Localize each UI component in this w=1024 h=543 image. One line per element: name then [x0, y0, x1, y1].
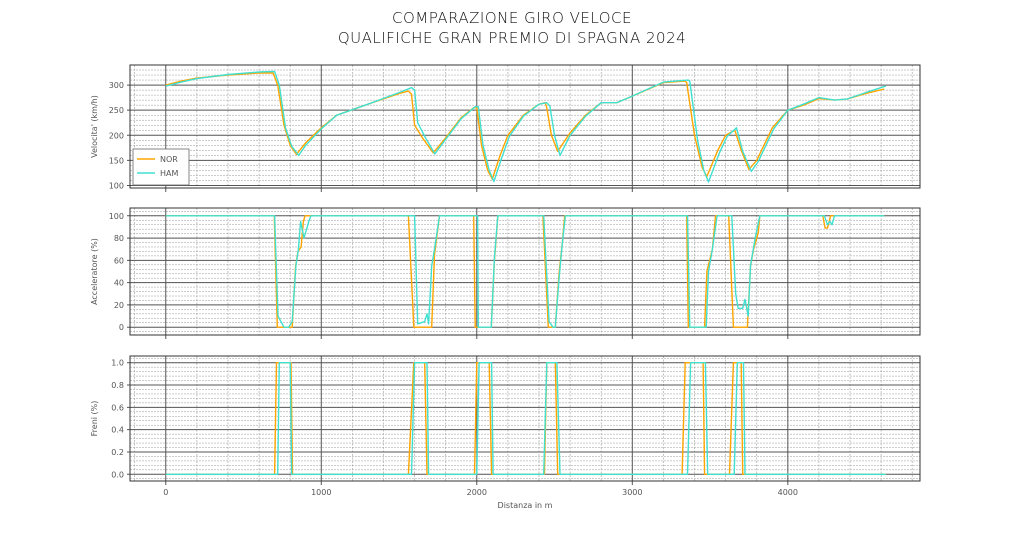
plot-frame [129, 64, 921, 189]
x-tick-label: 4000 [778, 488, 798, 497]
legend-label-ham: HAM [160, 169, 178, 178]
y-tick-label: 40 [114, 279, 124, 288]
speed-panel: 100 150 200 250 300 Velocita' (km/h) NOR HAM [90, 64, 921, 192]
y-tick-label: 250 [109, 106, 124, 115]
x-tick-label: 0 [163, 488, 168, 497]
series-line-nor [165, 362, 886, 475]
y-tick-label: 100 [109, 212, 124, 221]
y-tick-label: 100 [109, 181, 124, 190]
chart-title-line-2: QUALIFICHE GRAN PREMIO DI SPAGNA 2024 [338, 29, 686, 47]
chart-title-line-1: COMPARAZIONE GIRO VELOCE [392, 9, 632, 27]
series-line-ham [165, 70, 887, 183]
legend-box [132, 148, 190, 186]
y-tick-label: 200 [109, 131, 124, 140]
series-line-nor [165, 215, 885, 328]
x-axis-label: Distanza in m [498, 501, 553, 510]
series-line-ham [165, 215, 885, 328]
y-tick-label: 300 [109, 81, 124, 90]
legend: NOR HAM [132, 148, 190, 186]
y-tick-label: 60 [114, 256, 124, 265]
y-axis-label: Acceleratore (%) [90, 238, 99, 305]
x-tick-label: 3000 [622, 488, 642, 497]
y-tick-label: 150 [109, 156, 124, 165]
brake-panel: 0.0 0.2 0.4 0.6 0.8 1.0 Freni (%) 0 1000 2000 3000… [90, 355, 921, 510]
y-tick-label: 80 [114, 234, 124, 243]
y-tick-label: 0.4 [111, 426, 124, 435]
x-tick-label: 2000 [467, 488, 487, 497]
y-tick-label: 0 [119, 323, 124, 332]
y-axis-label: Velocita' (km/h) [90, 95, 99, 158]
y-tick-label: 0.2 [111, 448, 124, 457]
y-axis-label: Freni (%) [90, 401, 99, 437]
plot-frame [129, 207, 921, 336]
y-tick-label: 0.0 [111, 470, 124, 479]
plot-frame [129, 355, 921, 482]
y-tick-label: 0.6 [111, 403, 124, 412]
y-tick-label: 20 [114, 301, 124, 310]
throttle-panel: 0 20 40 60 80 100 Acceleratore (%) [90, 207, 921, 339]
legend-label-nor: NOR [160, 155, 178, 164]
x-tick-label: 1000 [311, 488, 331, 497]
y-tick-label: 0.8 [111, 381, 124, 390]
y-tick-label: 1.0 [111, 359, 124, 368]
series-line-ham [165, 362, 886, 475]
